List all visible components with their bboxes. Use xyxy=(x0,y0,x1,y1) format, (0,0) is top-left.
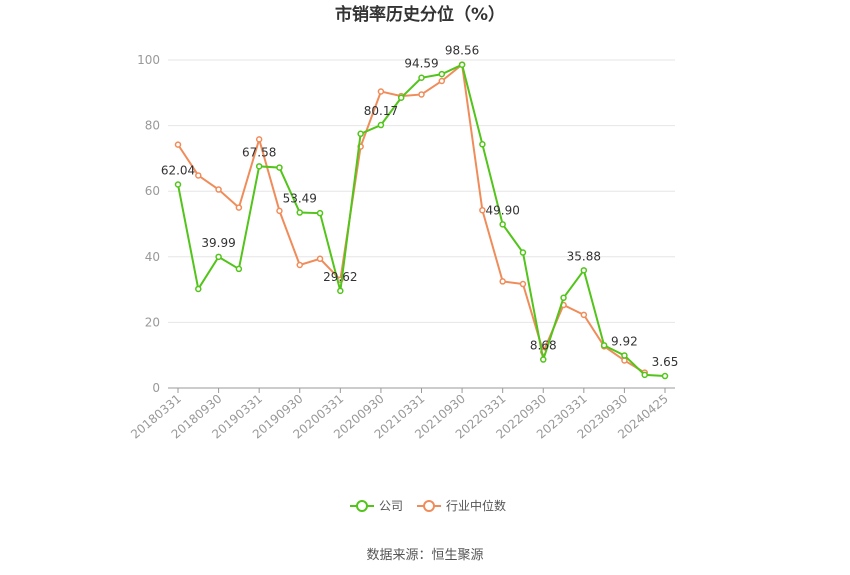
data-point[interactable] xyxy=(235,204,243,211)
data-point[interactable] xyxy=(580,311,588,319)
data-label: 67.58 xyxy=(242,145,276,159)
data-point[interactable] xyxy=(499,221,506,228)
y-tick-label: 40 xyxy=(145,250,160,264)
series-layer xyxy=(174,61,669,380)
data-point[interactable] xyxy=(316,209,324,217)
data-point[interactable] xyxy=(377,88,385,95)
legend-label: 行业中位数 xyxy=(446,498,506,513)
data-point[interactable] xyxy=(519,249,527,256)
y-axis: 0 20 40 60 80 100 xyxy=(137,53,160,395)
data-point[interactable] xyxy=(661,372,669,380)
data-point[interactable] xyxy=(458,61,466,68)
data-point[interactable] xyxy=(560,294,567,302)
data-label: 49.90 xyxy=(485,203,519,217)
data-point[interactable] xyxy=(276,164,283,171)
grid-lines xyxy=(168,59,675,323)
series-line xyxy=(177,63,666,378)
data-point[interactable] xyxy=(255,136,263,143)
data-point[interactable] xyxy=(377,121,385,129)
data-point[interactable] xyxy=(600,342,608,349)
data-point[interactable] xyxy=(438,77,446,85)
y-tick-label: 0 xyxy=(152,381,160,395)
data-point[interactable] xyxy=(174,181,182,188)
data-point[interactable] xyxy=(580,267,588,274)
data-point[interactable] xyxy=(438,70,446,78)
legend-marker-icon xyxy=(356,500,368,512)
data-labels: 62.04 39.99 67.58 53.49 29.62 80.17 94.59 98.56… xyxy=(161,44,679,369)
data-point[interactable] xyxy=(235,265,243,273)
legend-marker-icon xyxy=(423,500,436,512)
y-tick-label: 60 xyxy=(145,184,160,198)
data-label: 29.62 xyxy=(323,270,357,284)
data-point[interactable] xyxy=(621,352,628,359)
data-label: 98.56 xyxy=(445,44,479,58)
data-point[interactable] xyxy=(479,206,486,214)
series-1 xyxy=(174,61,648,376)
data-point[interactable] xyxy=(357,130,364,138)
data-label: 3.65 xyxy=(652,355,679,369)
legend-item-1[interactable]: 行业中位数 xyxy=(417,498,506,513)
data-point[interactable] xyxy=(215,253,222,261)
data-point[interactable] xyxy=(195,172,202,179)
data-label: 53.49 xyxy=(283,192,317,206)
data-point[interactable] xyxy=(174,141,182,148)
data-point[interactable] xyxy=(195,285,202,293)
data-point[interactable] xyxy=(337,287,344,295)
data-point[interactable] xyxy=(296,261,303,269)
data-label: 94.59 xyxy=(404,57,438,71)
legend[interactable]: 公司 行业中位数 xyxy=(350,498,506,513)
x-axis: 2018033120180930201903312019093020200331… xyxy=(128,387,675,442)
series-0 xyxy=(174,61,669,380)
data-source: 数据来源：恒生聚源 xyxy=(366,548,483,563)
legend-item-0[interactable]: 公司 xyxy=(350,499,403,513)
data-point[interactable] xyxy=(255,163,263,170)
data-label: 39.99 xyxy=(201,236,235,250)
data-label: 9.92 xyxy=(611,334,638,348)
chart-title: 市销率历史分位（%） xyxy=(335,4,505,25)
y-tick-label: 100 xyxy=(137,53,160,67)
y-tick-label: 80 xyxy=(145,119,160,133)
data-point[interactable] xyxy=(397,94,405,101)
data-point[interactable] xyxy=(296,209,303,216)
data-point[interactable] xyxy=(316,255,324,263)
data-label: 62.04 xyxy=(161,164,195,178)
data-point[interactable] xyxy=(499,278,506,285)
data-point[interactable] xyxy=(479,141,486,148)
data-point[interactable] xyxy=(418,74,425,81)
data-label: 35.88 xyxy=(567,249,601,263)
data-point[interactable] xyxy=(418,91,425,98)
data-point[interactable] xyxy=(519,280,527,288)
data-label: 80.17 xyxy=(364,104,398,118)
series-line xyxy=(177,62,646,374)
legend-label: 公司 xyxy=(379,499,403,513)
y-tick-label: 20 xyxy=(145,315,160,329)
data-point[interactable] xyxy=(641,371,648,379)
data-point[interactable] xyxy=(540,356,547,363)
data-point[interactable] xyxy=(215,186,222,193)
data-label: 8.68 xyxy=(530,339,557,353)
data-point[interactable] xyxy=(276,207,283,215)
